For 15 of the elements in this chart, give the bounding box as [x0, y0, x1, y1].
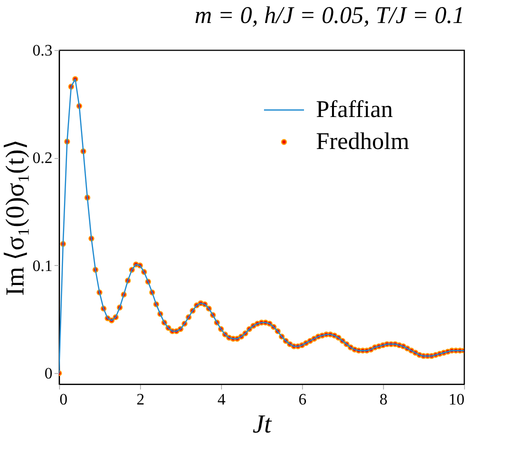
- x-tick-label: 2: [136, 392, 144, 408]
- chart-title: m = 0, h/J = 0.05, T/J = 0.1: [194, 3, 464, 29]
- y-tick-label: 0.1: [32, 258, 52, 275]
- x-axis-title: Jt: [252, 410, 272, 438]
- y-tick-label: 0: [44, 366, 52, 383]
- legend-label: Pfaffian: [316, 97, 393, 123]
- x-tick-label: 4: [218, 392, 226, 408]
- y-axis-title: Im ⟨σ₁(0)σ₁(t)⟩: [0, 139, 30, 296]
- x-tick-label: 6: [298, 392, 306, 408]
- x-tick-label: 8: [380, 392, 388, 408]
- x-tick-label: 0: [60, 392, 68, 408]
- x-tick-label: 10: [448, 392, 464, 408]
- y-tick-label: 0.2: [32, 150, 52, 168]
- y-tick-label: 0.3: [32, 42, 52, 60]
- legend-label: Fredholm: [316, 129, 410, 155]
